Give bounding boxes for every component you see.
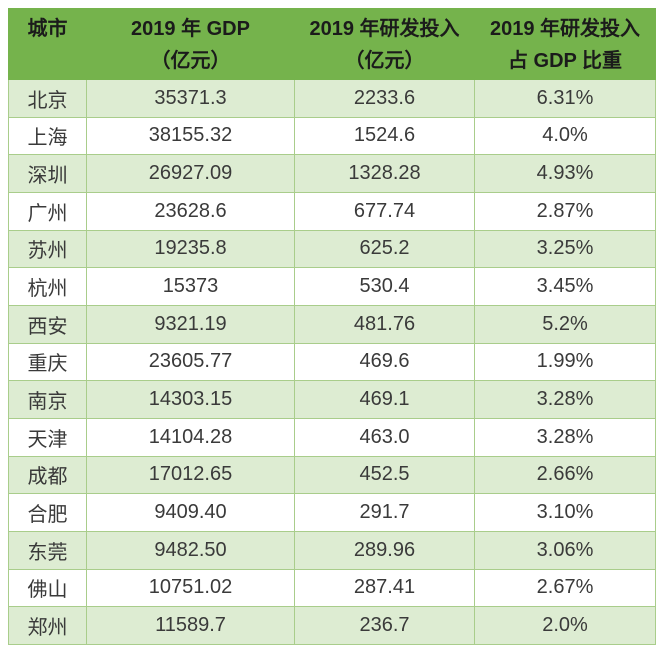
cell-gdp: 11589.7 <box>86 606 295 645</box>
cell-gdp: 14303.15 <box>86 380 295 419</box>
header-line-1: 2019 年研发投入 <box>309 18 460 40</box>
cell-city: 苏州 <box>8 229 87 269</box>
cell-rnd-gdp-ratio: 1.99% <box>474 342 656 382</box>
table-row: 杭州 15373 530.4 3.45% <box>8 267 656 306</box>
cell-rnd-gdp-ratio: 2.87% <box>474 191 656 231</box>
table-row: 上海 38155.32 1524.6 4.0% <box>8 116 656 156</box>
cell-gdp: 35371.3 <box>86 79 295 118</box>
table-row: 广州 23628.6 677.74 2.87% <box>8 191 656 231</box>
cell-city: 佛山 <box>8 568 87 608</box>
cell-rnd-investment: 625.2 <box>294 229 475 269</box>
city-gdp-rnd-table: 城市 2019 年 GDP （亿元） 2019 年研发投入 （亿元） 2019 … <box>8 8 656 645</box>
col-header-rnd-gdp-ratio: 2019 年研发投入 占 GDP 比重 <box>474 8 656 80</box>
cell-rnd-investment: 481.76 <box>294 304 475 344</box>
header-line-1: 城市 <box>27 18 68 40</box>
cell-rnd-investment: 469.1 <box>294 380 475 419</box>
cell-rnd-gdp-ratio: 4.0% <box>474 116 656 156</box>
table-row: 北京 35371.3 2233.6 6.31% <box>8 79 656 118</box>
table-row: 深圳 26927.09 1328.28 4.93% <box>8 154 656 193</box>
cell-rnd-gdp-ratio: 2.66% <box>474 455 656 495</box>
cell-city: 杭州 <box>8 267 87 306</box>
cell-rnd-investment: 469.6 <box>294 342 475 382</box>
cell-city: 西安 <box>8 304 87 344</box>
cell-rnd-investment: 2233.6 <box>294 79 475 118</box>
header-line-1: 2019 年 GDP <box>131 18 250 40</box>
cell-city: 深圳 <box>8 154 87 193</box>
cell-city: 重庆 <box>8 342 87 382</box>
cell-city: 上海 <box>8 116 87 156</box>
table-row: 东莞 9482.50 289.96 3.06% <box>8 530 656 570</box>
header-line-2: （亿元） <box>344 50 425 72</box>
cell-gdp: 26927.09 <box>86 154 295 193</box>
cell-city: 广州 <box>8 191 87 231</box>
cell-rnd-investment: 1328.28 <box>294 154 475 193</box>
cell-city: 南京 <box>8 380 87 419</box>
cell-rnd-investment: 1524.6 <box>294 116 475 156</box>
cell-city: 成都 <box>8 455 87 495</box>
cell-city: 东莞 <box>8 530 87 570</box>
cell-rnd-investment: 291.7 <box>294 493 475 532</box>
table-row: 佛山 10751.02 287.41 2.67% <box>8 568 656 608</box>
cell-rnd-gdp-ratio: 3.28% <box>474 417 656 457</box>
header-line-2 <box>10 45 86 77</box>
cell-rnd-gdp-ratio: 5.2% <box>474 304 656 344</box>
table-row: 郑州 11589.7 236.7 2.0% <box>8 606 656 645</box>
cell-gdp: 14104.28 <box>86 417 295 457</box>
col-header-rnd-investment: 2019 年研发投入 （亿元） <box>294 8 475 80</box>
cell-rnd-gdp-ratio: 2.0% <box>474 606 656 645</box>
header-row: 城市 2019 年 GDP （亿元） 2019 年研发投入 （亿元） 2019 … <box>8 8 656 80</box>
cell-gdp: 23628.6 <box>86 191 295 231</box>
cell-rnd-investment: 452.5 <box>294 455 475 495</box>
cell-rnd-gdp-ratio: 4.93% <box>474 154 656 193</box>
header-line-1: 2019 年研发投入 <box>489 18 641 40</box>
cell-rnd-gdp-ratio: 3.10% <box>474 493 656 532</box>
header-line-2: （亿元） <box>150 50 231 72</box>
cell-gdp: 19235.8 <box>86 229 295 269</box>
cell-rnd-gdp-ratio: 3.45% <box>474 267 656 306</box>
cell-rnd-gdp-ratio: 3.06% <box>474 530 656 570</box>
cell-rnd-investment: 287.41 <box>294 568 475 608</box>
cell-gdp: 10751.02 <box>86 568 295 608</box>
cell-gdp: 9321.19 <box>86 304 295 344</box>
table-body: 北京 35371.3 2233.6 6.31% 上海 38155.32 1524… <box>8 79 656 645</box>
cell-rnd-investment: 530.4 <box>294 267 475 306</box>
header-line-2: 占 GDP 比重 <box>507 50 623 72</box>
table-row: 天津 14104.28 463.0 3.28% <box>8 417 656 457</box>
cell-rnd-gdp-ratio: 6.31% <box>474 79 656 118</box>
table-row: 重庆 23605.77 469.6 1.99% <box>8 342 656 382</box>
cell-gdp: 15373 <box>86 267 295 306</box>
cell-rnd-investment: 289.96 <box>294 530 475 570</box>
col-header-gdp: 2019 年 GDP （亿元） <box>86 8 295 80</box>
cell-rnd-gdp-ratio: 2.67% <box>474 568 656 608</box>
table-row: 苏州 19235.8 625.2 3.25% <box>8 229 656 269</box>
cell-gdp: 17012.65 <box>86 455 295 495</box>
table-row: 西安 9321.19 481.76 5.2% <box>8 304 656 344</box>
cell-city: 天津 <box>8 417 87 457</box>
cell-rnd-gdp-ratio: 3.28% <box>474 380 656 419</box>
cell-city: 北京 <box>8 79 87 118</box>
table-row: 成都 17012.65 452.5 2.66% <box>8 455 656 495</box>
cell-gdp: 9409.40 <box>86 493 295 532</box>
cell-rnd-investment: 677.74 <box>294 191 475 231</box>
cell-rnd-investment: 463.0 <box>294 417 475 457</box>
cell-gdp: 9482.50 <box>86 530 295 570</box>
table-row: 南京 14303.15 469.1 3.28% <box>8 380 656 419</box>
table-row: 合肥 9409.40 291.7 3.10% <box>8 493 656 532</box>
table-header: 城市 2019 年 GDP （亿元） 2019 年研发投入 （亿元） 2019 … <box>8 8 656 80</box>
cell-rnd-investment: 236.7 <box>294 606 475 645</box>
cell-gdp: 38155.32 <box>86 116 295 156</box>
cell-gdp: 23605.77 <box>86 342 295 382</box>
col-header-city: 城市 <box>8 8 87 80</box>
cell-city: 合肥 <box>8 493 87 532</box>
cell-rnd-gdp-ratio: 3.25% <box>474 229 656 269</box>
cell-city: 郑州 <box>8 606 87 645</box>
